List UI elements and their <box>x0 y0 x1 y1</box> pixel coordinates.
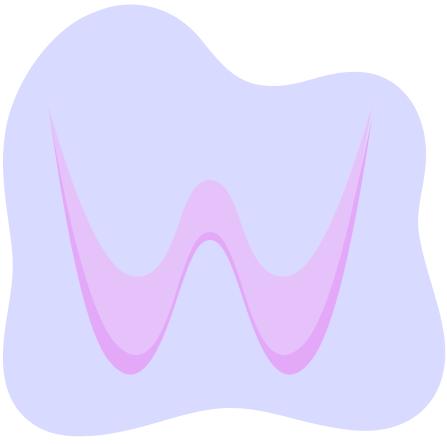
w-shape-front <box>48 106 372 356</box>
